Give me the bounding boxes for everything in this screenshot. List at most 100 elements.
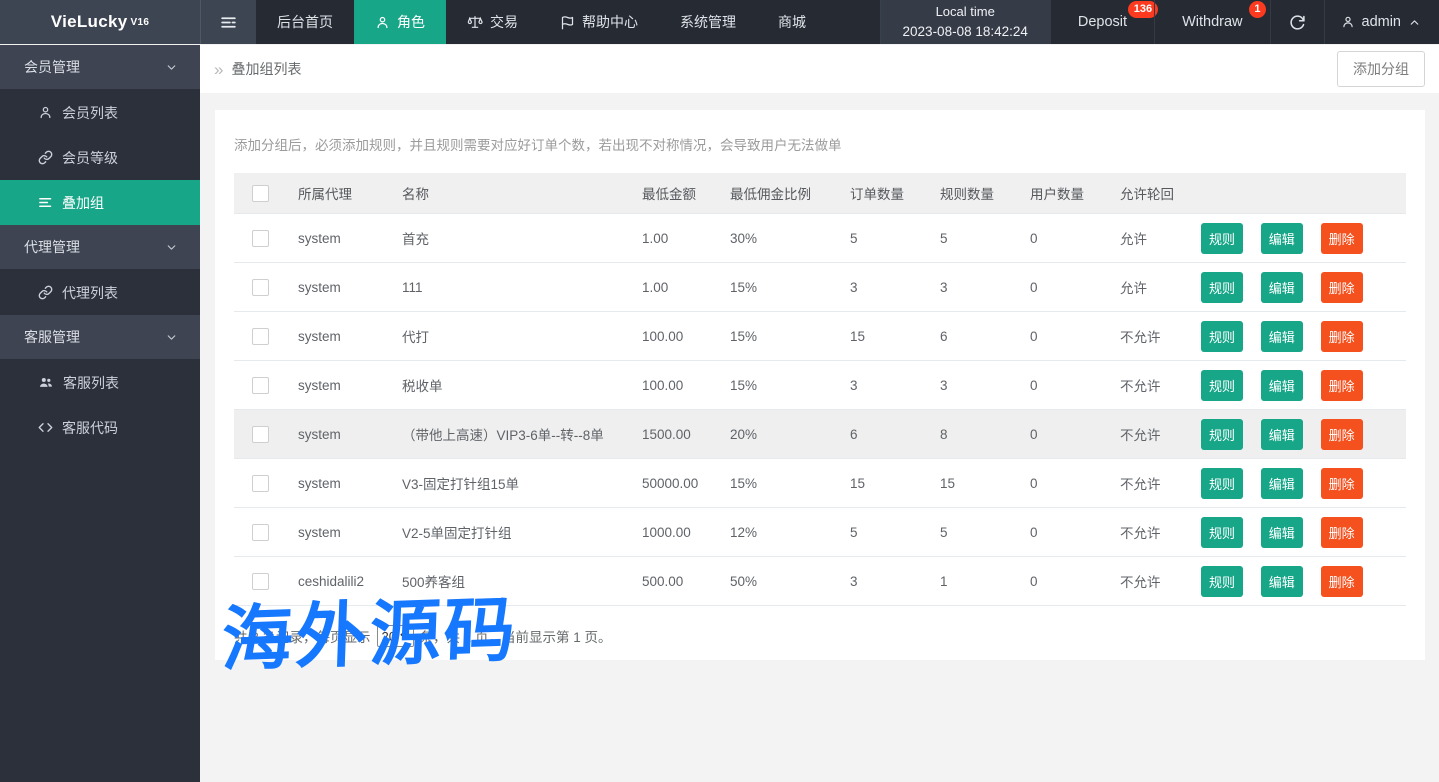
deposit-label: Deposit [1077, 14, 1128, 30]
table-row: system 代打 100.00 15% 15 6 0 不允许 规则 编辑 删 [234, 311, 1406, 361]
edit-button[interactable]: 编辑 [1260, 222, 1303, 254]
cell-min-amount: 100.00 [634, 311, 722, 361]
row-checkbox[interactable] [252, 376, 269, 394]
rule-button[interactable]: 规则 [1201, 516, 1244, 548]
sidebar-item-stack-group[interactable]: 叠加组 [0, 180, 200, 225]
user-icon [1342, 16, 1353, 28]
sidebar-group-label: 代理管理 [24, 239, 80, 255]
cell-orders: 3 [842, 360, 932, 410]
rule-button[interactable]: 规则 [1201, 320, 1244, 352]
nav-item-roles[interactable]: 角色 [354, 0, 446, 44]
refresh-button[interactable] [1269, 0, 1324, 44]
delete-button[interactable]: 删除 [1320, 271, 1363, 303]
rule-button[interactable]: 规则 [1201, 271, 1244, 303]
app-logo[interactable]: VieLucky V16 [0, 0, 200, 44]
rule-button[interactable]: 规则 [1201, 467, 1244, 499]
refresh-icon [1289, 14, 1305, 30]
cell-cycle: 允许 [1112, 213, 1201, 263]
edit-button[interactable]: 编辑 [1260, 320, 1303, 352]
edit-button[interactable]: 编辑 [1260, 418, 1303, 450]
row-checkbox[interactable] [252, 523, 269, 541]
delete-button[interactable]: 删除 [1320, 516, 1363, 548]
nav-item-help-center[interactable]: 帮助中心 [539, 0, 659, 44]
row-checkbox[interactable] [252, 572, 269, 590]
nav-item-trade[interactable]: 交易 [446, 0, 539, 44]
delete-button[interactable]: 删除 [1320, 418, 1363, 450]
delete-button[interactable]: 删除 [1320, 369, 1363, 401]
nav-item-system-admin[interactable]: 系统管理 [659, 0, 757, 44]
withdraw-button[interactable]: Withdraw 1 [1154, 0, 1269, 44]
cell-orders: 15 [842, 458, 932, 508]
edit-button[interactable]: 编辑 [1260, 516, 1303, 548]
chevron-down-icon [167, 244, 176, 250]
sidebar-toggle-button[interactable] [200, 0, 256, 44]
breadcrumb: » 叠加组列表 [214, 59, 301, 79]
sidebar-group-service-management[interactable]: 客服管理 [0, 315, 200, 359]
cell-min-commission: 15% [722, 311, 842, 361]
sidebar-item-label: 代理列表 [62, 284, 118, 301]
sidebar-group-agent-management[interactable]: 代理管理 [0, 225, 200, 269]
app-logo-text: VieLucky [50, 12, 128, 31]
pagination-suffix: 条，共 1 页，当前显示第 1 页。 [419, 630, 612, 645]
sidebar-item-label: 会员等级 [62, 149, 118, 166]
sidebar-item-label: 叠加组 [62, 194, 104, 211]
cell-rules: 1 [932, 556, 1022, 606]
cell-users: 0 [1022, 507, 1112, 557]
delete-button[interactable]: 删除 [1320, 565, 1363, 597]
cell-name: 税收单 [394, 360, 634, 410]
sidebar-item-member-list[interactable]: 会员列表 [0, 90, 200, 135]
cell-orders: 3 [842, 262, 932, 312]
top-navbar: VieLucky V16 后台首页 角色 交易 帮助中心 系统管理 商城 Loca… [0, 0, 1439, 44]
row-checkbox[interactable] [252, 278, 269, 296]
flag-icon [561, 15, 574, 29]
rule-button[interactable]: 规则 [1201, 222, 1244, 254]
select-all-checkbox[interactable] [252, 184, 269, 202]
row-checkbox[interactable] [252, 327, 269, 345]
cell-users: 0 [1022, 262, 1112, 312]
add-group-button[interactable]: 添加分组 [1337, 51, 1425, 87]
local-time-label: Local time [935, 3, 995, 19]
rule-button[interactable]: 规则 [1201, 565, 1244, 597]
cell-rules: 8 [932, 409, 1022, 459]
cell-rules: 6 [932, 311, 1022, 361]
table-row: system V3-固定打针组15单 50000.00 15% 15 15 0 … [234, 458, 1406, 508]
edit-button[interactable]: 编辑 [1260, 565, 1303, 597]
cell-agent: system [290, 507, 394, 557]
sidebar-item-service-list[interactable]: 客服列表 [0, 360, 200, 405]
cell-name: （带他上高速）VIP3-6单--转--8单 [394, 409, 634, 459]
sidebar-item-service-code[interactable]: 客服代码 [0, 405, 200, 450]
cell-min-commission: 50% [722, 556, 842, 606]
row-checkbox[interactable] [252, 425, 269, 443]
stack-group-table: 所属代理 名称 最低金额 最低佣金比例 订单数量 规则数量 用户数量 允许轮回 [234, 173, 1406, 606]
row-checkbox[interactable] [252, 229, 269, 247]
delete-button[interactable]: 删除 [1320, 320, 1363, 352]
delete-button[interactable]: 删除 [1320, 222, 1363, 254]
admin-menu[interactable]: admin [1323, 0, 1439, 44]
user-icon [377, 16, 388, 28]
cell-min-amount: 500.00 [634, 556, 722, 606]
breadcrumb-bar: » 叠加组列表 添加分组 [200, 45, 1439, 93]
nav-item-label: 交易 [490, 14, 518, 30]
row-checkbox[interactable] [252, 474, 269, 492]
cell-users: 0 [1022, 556, 1112, 606]
chevron-up-icon [1410, 19, 1419, 25]
edit-button[interactable]: 编辑 [1260, 369, 1303, 401]
deposit-button[interactable]: Deposit 136 [1049, 0, 1159, 44]
rule-button[interactable]: 规则 [1201, 369, 1244, 401]
cell-rules: 5 [932, 213, 1022, 263]
nav-item-dashboard[interactable]: 后台首页 [256, 0, 354, 44]
delete-button[interactable]: 删除 [1320, 467, 1363, 499]
cell-min-commission: 12% [722, 507, 842, 557]
sidebar-item-member-level[interactable]: 会员等级 [0, 135, 200, 180]
edit-button[interactable]: 编辑 [1260, 271, 1303, 303]
cell-users: 0 [1022, 213, 1112, 263]
cell-min-commission: 15% [722, 360, 842, 410]
per-page-select[interactable]: 20 [376, 625, 414, 647]
content: 添加分组后，必须添加规则，并且规则需要对应好订单个数，若出现不对称情况，会导致用… [200, 93, 1439, 681]
sidebar-group-member-management[interactable]: 会员管理 [0, 45, 200, 89]
edit-button[interactable]: 编辑 [1260, 467, 1303, 499]
sidebar-item-agent-list[interactable]: 代理列表 [0, 270, 200, 315]
nav-item-mall[interactable]: 商城 [757, 0, 827, 44]
rule-button[interactable]: 规则 [1201, 418, 1244, 450]
cell-min-amount: 1000.00 [634, 507, 722, 557]
